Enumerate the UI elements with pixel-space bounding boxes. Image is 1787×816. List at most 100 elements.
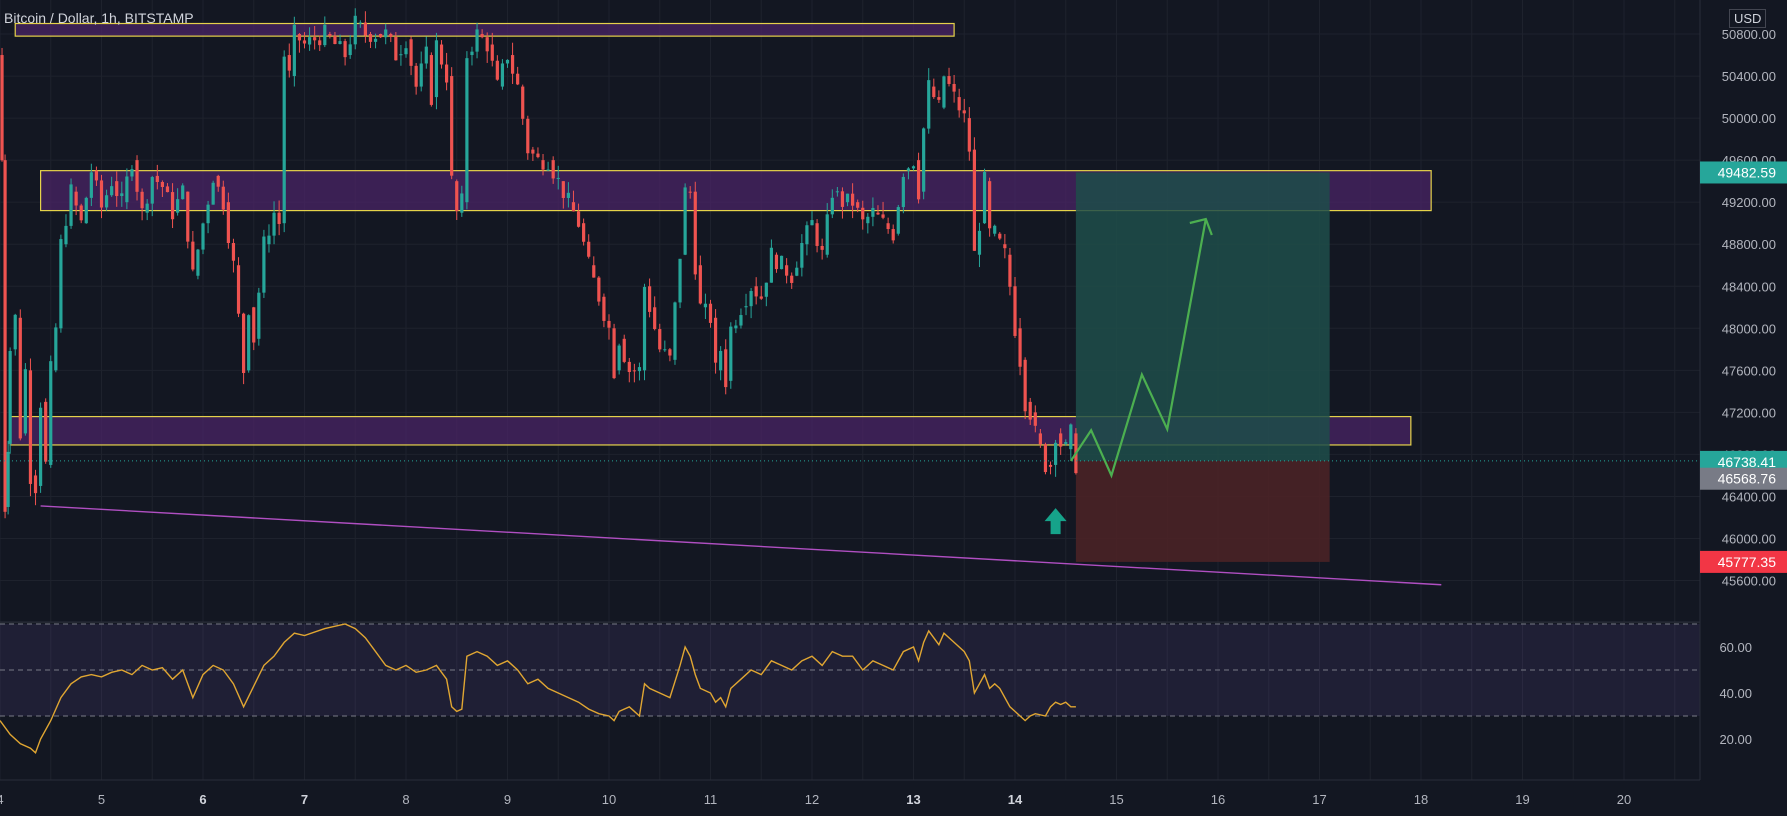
candle-body <box>571 202 576 212</box>
candle-body <box>982 172 987 224</box>
candle-body <box>663 349 667 351</box>
candle-body <box>1043 444 1048 473</box>
candle-body <box>713 317 718 363</box>
y-tick-label: 48000.00 <box>1722 321 1776 336</box>
candle-body <box>988 181 992 229</box>
candle-body <box>247 315 251 371</box>
candle-body <box>901 176 905 208</box>
candle-body <box>739 315 743 326</box>
candle-body <box>866 216 870 224</box>
candle-body <box>267 235 271 245</box>
candle-body <box>475 29 479 52</box>
y-tick-label: 50000.00 <box>1722 111 1776 126</box>
candle-body <box>44 401 48 462</box>
candle-body <box>972 149 976 251</box>
candle-body <box>566 192 570 198</box>
candle-body <box>216 175 220 187</box>
candle-body <box>785 265 789 276</box>
candle-body <box>724 349 728 388</box>
candle-body <box>485 37 489 52</box>
candle-body <box>104 195 109 208</box>
candle-body <box>302 40 307 44</box>
candle-body <box>282 56 286 224</box>
candle-body <box>648 286 652 312</box>
currency-badge[interactable]: USD <box>1729 9 1767 28</box>
candle-body <box>1023 359 1027 412</box>
candle-body <box>678 258 682 303</box>
candle-body <box>69 184 73 226</box>
candle-body <box>835 191 839 193</box>
candle-body <box>856 202 860 208</box>
candle-body <box>871 207 875 217</box>
candle-body <box>262 236 266 293</box>
x-tick-label: 19 <box>1515 792 1529 807</box>
candle-body <box>500 63 505 87</box>
candle-body <box>658 329 662 350</box>
candle-body <box>1018 328 1022 367</box>
price-label-badge <box>1700 467 1787 490</box>
zone-rect-1 <box>14 22 955 37</box>
candle-body <box>28 370 33 484</box>
candle-body <box>23 369 27 434</box>
candle-body <box>323 24 327 46</box>
candle-body <box>795 267 799 276</box>
candle-body <box>673 302 677 360</box>
candle-body <box>510 55 515 74</box>
x-tick-label: 13 <box>906 792 920 807</box>
rsi-tick-label: 40.00 <box>1719 686 1752 701</box>
candle-body <box>353 15 357 45</box>
candle-body <box>424 46 428 64</box>
candle-body <box>896 207 900 234</box>
candle-body <box>231 243 236 261</box>
candle-body <box>64 225 68 245</box>
candle-body <box>135 160 139 192</box>
y-tick-label: 48400.00 <box>1722 279 1776 294</box>
candle-body <box>379 34 383 38</box>
candle-body <box>140 191 144 209</box>
candle-body <box>592 265 596 278</box>
candle-body <box>998 233 1002 239</box>
candle-body <box>597 277 601 302</box>
stop-zone <box>1075 460 1330 562</box>
y-tick-label: 49200.00 <box>1722 195 1776 210</box>
candle-body <box>693 191 697 275</box>
candle-body <box>754 286 758 297</box>
candle-body <box>110 186 114 196</box>
candle-body <box>439 44 444 65</box>
candle-body <box>1069 424 1073 450</box>
candle-body <box>774 254 779 270</box>
x-tick-label: 5 <box>98 792 105 807</box>
candle-body <box>333 35 337 45</box>
candle-body <box>764 282 768 297</box>
candle-body <box>201 223 205 250</box>
candle-body <box>916 160 921 200</box>
time-axis: 4 5 6 7 8 9 10 11 12 13 14 15 16 17 18 19 20 <box>0 792 1631 807</box>
candle-body <box>556 177 560 179</box>
candle-body <box>89 172 93 198</box>
rsi-tick-label: 60.00 <box>1719 640 1752 655</box>
candle-body <box>170 192 175 220</box>
target-zone <box>1075 172 1330 461</box>
candle-body <box>460 193 464 213</box>
x-tick-label: 14 <box>1008 792 1023 807</box>
candle-body <box>125 176 129 203</box>
candle-body <box>99 180 104 208</box>
candle-body <box>561 181 565 198</box>
candle-body <box>221 186 225 210</box>
candle-body <box>429 55 433 105</box>
candle-body <box>790 275 794 283</box>
candle-body <box>927 80 931 129</box>
candle-body <box>307 37 312 45</box>
candle-body <box>891 229 895 241</box>
x-tick-label: 18 <box>1414 792 1428 807</box>
candle-body <box>729 326 733 381</box>
y-tick-label: 48800.00 <box>1722 237 1776 252</box>
candle-body <box>409 39 413 66</box>
candle-body <box>226 202 230 244</box>
price-label: 46568.76 <box>1718 471 1777 487</box>
candle-body <box>607 320 611 328</box>
candle-body <box>536 153 540 158</box>
candle-body <box>115 181 119 197</box>
